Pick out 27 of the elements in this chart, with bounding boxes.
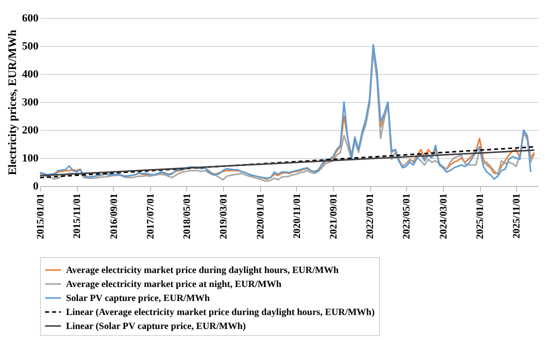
x-tick-label: 2017/07/01 <box>145 194 156 240</box>
x-tick-label: 2025/11/01 <box>512 194 523 239</box>
legend-label: Linear (Average electricity market price during daylight hours, EUR/MWh) <box>66 308 375 318</box>
x-tick-label: 2015/01/01 <box>36 194 46 240</box>
x-tick-label: 2023/05/01 <box>402 194 413 240</box>
x-tick-label: 2021/09/01 <box>328 194 340 240</box>
x-tick-label: 2020/01/01 <box>255 194 266 240</box>
x-tick-label: 2019/03/01 <box>218 194 230 240</box>
x-tick-label: 2024/03/01 <box>438 194 450 240</box>
y-tick-label: 600 <box>22 12 39 24</box>
y-axis-title: Electricity prices, EUR/MWh <box>7 29 19 176</box>
x-tick-label: 2015/11/01 <box>72 194 84 239</box>
legend-label: Average electricity market price at night, EUR/MWh <box>66 280 282 290</box>
x-tick-label: 2025/01/01 <box>475 194 486 240</box>
y-tick-label: 500 <box>22 40 39 52</box>
x-tick-label: 2018/05/01 <box>182 194 193 240</box>
y-tick-label: 400 <box>22 68 39 80</box>
y-tick-label: 200 <box>22 124 39 136</box>
x-tick-label: 2016/09/01 <box>108 194 120 240</box>
x-tick-label: 2022/07/01 <box>365 194 376 240</box>
y-tick-label: 100 <box>22 152 39 164</box>
x-tick-label: 2020/11/01 <box>292 194 303 239</box>
legend-label: Average electricity market price during daylight hours, EUR/MWh <box>66 266 340 276</box>
y-tick-label: 300 <box>22 96 39 108</box>
legend-label: Solar PV capture price, EUR/MWh <box>66 294 211 304</box>
y-tick-label: 0 <box>33 180 39 192</box>
legend-label: Linear (Solar PV capture price, EUR/MWh) <box>66 322 246 332</box>
